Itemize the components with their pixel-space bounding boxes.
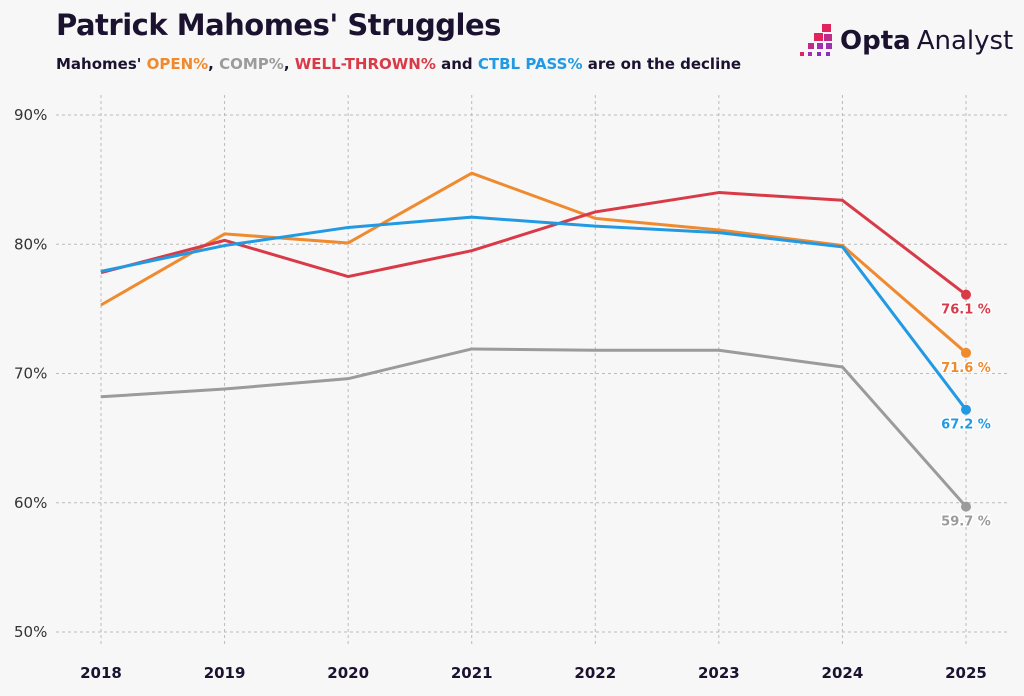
subtitle-text: , — [208, 55, 220, 73]
subtitle-text: and — [435, 55, 478, 73]
y-tick-label: 50% — [14, 623, 47, 641]
subtitle-open: OPEN% — [146, 55, 209, 73]
chart-subtitle: Mahomes' OPEN%, COMP%, WELL-THROWN% and … — [56, 55, 741, 73]
subtitle-well: WELL-THROWN% — [294, 55, 436, 73]
end-value-label: 59.7 % — [941, 515, 991, 530]
end-value-label: 76.1 % — [941, 303, 991, 318]
end-point-marker — [961, 404, 971, 415]
x-tick-label: 2018 — [80, 664, 122, 682]
subtitle-comp: COMP% — [219, 55, 284, 73]
x-tick-label: 2024 — [822, 664, 864, 682]
subtitle-ctbl: CTBL PASS% — [477, 55, 583, 73]
logo-word-analyst: Analyst — [916, 26, 1014, 56]
x-tick-label: 2025 — [945, 664, 987, 682]
y-tick-label: 80% — [14, 235, 47, 253]
x-tick-label: 2020 — [327, 664, 369, 682]
x-tick-label: 2022 — [574, 664, 616, 682]
series-line-comp- — [100, 347, 968, 508]
subtitle-text: Mahomes' — [56, 55, 147, 73]
end-point-marker — [961, 289, 971, 300]
x-tick-label: 2019 — [204, 664, 246, 682]
series-line-ctbl-pass- — [100, 215, 968, 411]
end-point-marker — [961, 347, 971, 358]
logo-word-opta: Opta — [840, 26, 911, 56]
x-tick-label: 2021 — [451, 664, 493, 682]
opta-analyst-logo: Opta Analyst — [798, 24, 1013, 58]
end-point-marker — [961, 501, 971, 512]
subtitle-text: , — [283, 55, 295, 73]
chart-title: Patrick Mahomes' Struggles — [56, 8, 501, 42]
x-tick-label: 2023 — [698, 664, 740, 682]
subtitle-text: are on the decline — [582, 55, 742, 73]
end-value-label: 67.2 % — [941, 418, 991, 433]
series-line-well-thrown- — [100, 191, 967, 296]
y-tick-label: 70% — [14, 365, 47, 383]
y-tick-label: 60% — [14, 494, 47, 512]
opta-logo-icon — [800, 24, 832, 56]
end-value-label: 71.6 % — [941, 361, 991, 376]
y-tick-label: 90% — [14, 106, 47, 124]
